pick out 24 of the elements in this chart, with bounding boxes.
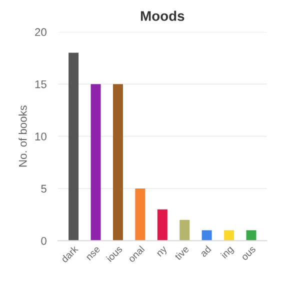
y-tick-label: 10 — [35, 132, 46, 140]
bar — [112, 84, 123, 241]
x-tick-label: ious — [106, 245, 123, 262]
y-tick-label: 0 — [41, 236, 46, 245]
y-tick-label: 15 — [35, 80, 46, 88]
bar — [224, 230, 234, 241]
x-tick-label: ing — [220, 245, 236, 260]
x-tick-label: ous — [242, 246, 256, 261]
y-tick-label: 20 — [35, 28, 46, 36]
x-tick-label: dark — [60, 244, 79, 263]
bar — [157, 209, 168, 241]
bar — [135, 188, 146, 241]
chart-title: Moods — [140, 10, 184, 21]
x-tick-label: nse — [86, 246, 101, 261]
y-tick-label: 5 — [41, 184, 46, 193]
y-axis-title: No. of books — [18, 106, 27, 167]
bar — [180, 220, 190, 241]
bar — [202, 230, 212, 241]
x-tick-label: onal — [127, 245, 145, 263]
x-tick-label: tive — [174, 245, 190, 261]
x-tick-label: ad — [199, 245, 212, 258]
bar — [90, 84, 101, 241]
x-tick-label: ny — [156, 246, 169, 258]
bar — [68, 52, 79, 241]
